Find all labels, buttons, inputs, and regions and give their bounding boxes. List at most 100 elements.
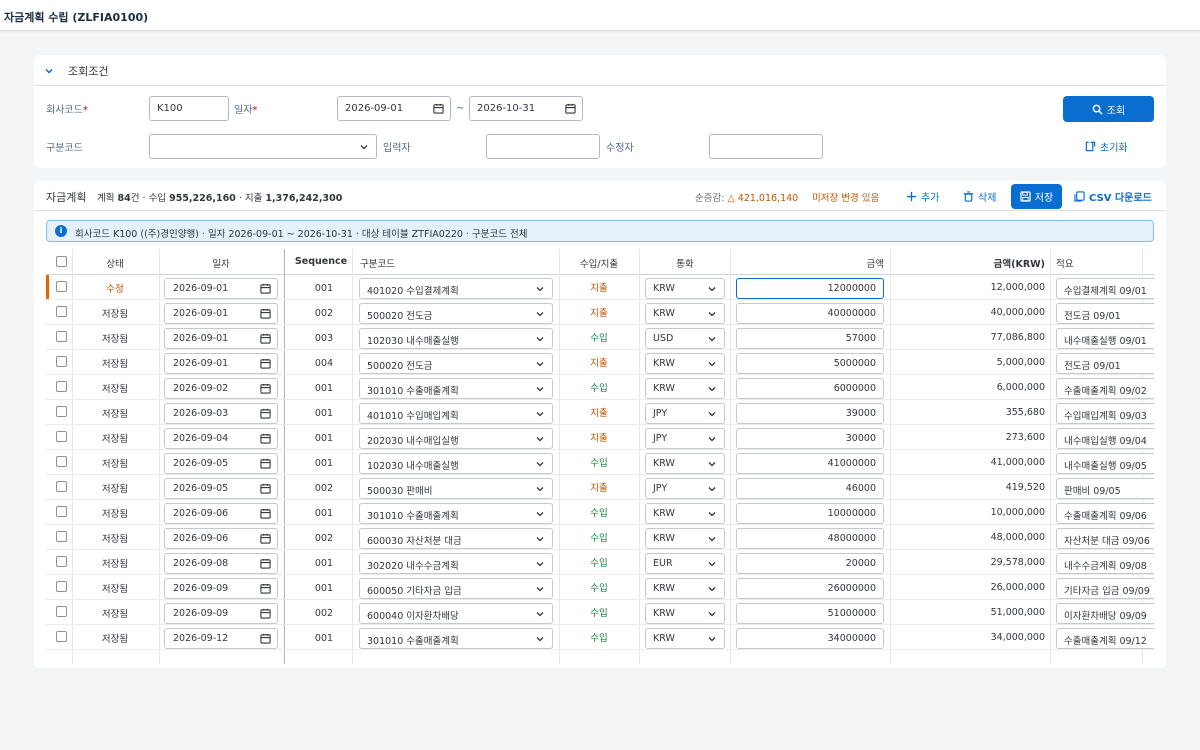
calendar-icon[interactable] xyxy=(260,433,271,444)
calendar-icon[interactable] xyxy=(260,358,271,369)
row-date-input[interactable]: 2026-09-04 xyxy=(164,428,278,449)
modifier-input[interactable] xyxy=(709,134,823,159)
row-checkbox[interactable] xyxy=(56,556,67,567)
table-row[interactable]: 저장됨 2026-09-06 002 600030 자산처분 대금 수입 KRW 48000… xyxy=(46,525,1154,550)
reset-button[interactable]: 초기화 xyxy=(1085,139,1128,154)
row-checkbox[interactable] xyxy=(56,606,67,617)
row-code-select[interactable]: 500020 전도금 xyxy=(359,303,553,324)
select-all-checkbox[interactable] xyxy=(56,256,67,267)
row-date-input[interactable]: 2026-09-01 xyxy=(164,353,278,374)
row-date-input[interactable]: 2026-09-03 xyxy=(164,403,278,424)
table-row[interactable]: 저장됨 2026-09-05 002 500030 판매비 지출 JPY 46000 419,… xyxy=(46,475,1154,500)
row-currency-select[interactable]: JPY xyxy=(645,428,725,449)
col-code-header[interactable]: 구분코드 xyxy=(360,259,395,270)
row-currency-select[interactable]: KRW xyxy=(645,603,725,624)
row-currency-select[interactable]: JPY xyxy=(645,478,725,499)
row-checkbox[interactable] xyxy=(56,406,67,417)
calendar-icon[interactable] xyxy=(260,333,271,344)
row-date-input[interactable]: 2026-09-01 xyxy=(164,328,278,349)
calendar-icon[interactable] xyxy=(260,633,271,644)
row-checkbox[interactable] xyxy=(56,381,67,392)
table-row[interactable]: 저장됨 2026-09-02 001 301010 수출매출계획 수입 KRW 600000… xyxy=(46,375,1154,400)
row-date-input[interactable]: 2026-09-12 xyxy=(164,628,278,649)
row-date-input[interactable]: 2026-09-01 xyxy=(164,278,278,299)
calendar-icon[interactable] xyxy=(260,408,271,419)
col-memo-header[interactable]: 적요 xyxy=(1056,259,1074,270)
row-date-input[interactable]: 2026-09-05 xyxy=(164,478,278,499)
row-currency-select[interactable]: KRW xyxy=(645,628,725,649)
row-currency-select[interactable]: KRW xyxy=(645,303,725,324)
row-checkbox[interactable] xyxy=(56,306,67,317)
col-direction-header[interactable]: 수입/지출 xyxy=(579,259,619,270)
category-code-select[interactable] xyxy=(149,134,377,159)
row-code-select[interactable]: 600050 기타자금 입금 xyxy=(359,578,553,599)
filter-panel-header[interactable]: 조회조건 xyxy=(34,55,1166,86)
row-date-input[interactable]: 2026-09-01 xyxy=(164,303,278,324)
row-amount-input[interactable]: 40000000 xyxy=(736,303,884,324)
row-memo-input[interactable]: 기타자금 입금 09/09 xyxy=(1056,578,1154,599)
calendar-icon[interactable] xyxy=(260,483,271,494)
row-currency-select[interactable]: EUR xyxy=(645,553,725,574)
row-amount-input[interactable]: 46000 xyxy=(736,478,884,499)
row-currency-select[interactable]: KRW xyxy=(645,353,725,374)
table-row[interactable]: 저장됨 2026-09-03 001 401010 수입매입계획 지출 JPY 39000 3… xyxy=(46,400,1154,425)
row-date-input[interactable]: 2026-09-08 xyxy=(164,553,278,574)
date-from-input[interactable]: 2026-09-01 xyxy=(337,96,451,121)
row-memo-input[interactable]: 내수매출실행 09/01 xyxy=(1056,328,1154,349)
row-memo-input[interactable]: 수출매출계획 09/12 xyxy=(1056,628,1154,649)
row-currency-select[interactable]: KRW xyxy=(645,378,725,399)
chevron-down-icon[interactable] xyxy=(44,66,54,76)
table-row[interactable]: 저장됨 2026-09-09 001 600050 기타자금 입금 수입 KRW 26000… xyxy=(46,575,1154,600)
calendar-icon[interactable] xyxy=(260,558,271,569)
col-amount-header[interactable]: 금액 xyxy=(866,259,884,270)
row-checkbox[interactable] xyxy=(56,331,67,342)
row-memo-input[interactable]: 수출매출계획 09/06 xyxy=(1056,503,1154,524)
calendar-icon[interactable] xyxy=(260,533,271,544)
row-currency-select[interactable]: KRW xyxy=(645,453,725,474)
row-amount-input[interactable]: 5000000 xyxy=(736,353,884,374)
calendar-icon[interactable] xyxy=(260,608,271,619)
row-code-select[interactable]: 500020 전도금 xyxy=(359,353,553,374)
row-checkbox[interactable] xyxy=(56,456,67,467)
delete-button[interactable]: 삭제 xyxy=(963,184,996,208)
row-code-select[interactable]: 302020 내수수금계획 xyxy=(359,553,553,574)
table-row[interactable]: 저장됨 2026-09-09 002 600040 이자환차배당 수입 KRW 510000… xyxy=(46,600,1154,625)
row-date-input[interactable]: 2026-09-05 xyxy=(164,453,278,474)
calendar-icon[interactable] xyxy=(565,103,576,114)
row-amount-input[interactable]: 20000 xyxy=(736,553,884,574)
col-currency-header[interactable]: 통화 xyxy=(676,259,694,270)
row-amount-input[interactable]: 26000000 xyxy=(736,578,884,599)
row-memo-input[interactable]: 판매비 09/05 xyxy=(1056,478,1154,499)
add-button[interactable]: 추가 xyxy=(906,184,939,208)
col-sequence-header[interactable]: Sequence xyxy=(294,256,348,267)
row-amount-input[interactable]: 12000000 xyxy=(736,278,884,299)
row-checkbox[interactable] xyxy=(56,481,67,492)
date-to-input[interactable]: 2026-10-31 xyxy=(469,96,583,121)
calendar-icon[interactable] xyxy=(260,508,271,519)
row-code-select[interactable]: 401010 수입매입계획 xyxy=(359,403,553,424)
row-code-select[interactable]: 301010 수출매출계획 xyxy=(359,628,553,649)
row-amount-input[interactable]: 30000 xyxy=(736,428,884,449)
row-memo-input[interactable]: 내수매출실행 09/05 xyxy=(1056,453,1154,474)
calendar-icon[interactable] xyxy=(260,583,271,594)
row-amount-input[interactable]: 57000 xyxy=(736,328,884,349)
calendar-icon[interactable] xyxy=(260,308,271,319)
row-amount-input[interactable]: 6000000 xyxy=(736,378,884,399)
creator-input[interactable] xyxy=(486,134,600,159)
row-code-select[interactable]: 600030 자산처분 대금 xyxy=(359,528,553,549)
table-row[interactable]: 저장됨 2026-09-01 002 500020 전도금 지출 KRW 40000000 4… xyxy=(46,300,1154,325)
search-button[interactable]: 조회 xyxy=(1063,96,1154,122)
row-memo-input[interactable]: 수입결제계획 09/01 xyxy=(1056,278,1154,299)
row-checkbox[interactable] xyxy=(56,531,67,542)
row-code-select[interactable]: 102030 내수매출실행 xyxy=(359,328,553,349)
csv-download-button[interactable]: CSV 다운로드 xyxy=(1074,184,1152,208)
row-memo-input[interactable]: 내수수금계획 09/08 xyxy=(1056,553,1154,574)
row-date-input[interactable]: 2026-09-09 xyxy=(164,578,278,599)
row-code-select[interactable]: 600040 이자환차배당 xyxy=(359,603,553,624)
row-code-select[interactable]: 500030 판매비 xyxy=(359,478,553,499)
table-row[interactable]: 저장됨 2026-09-12 001 301010 수출매출계획 수입 KRW 340000… xyxy=(46,625,1154,650)
calendar-icon[interactable] xyxy=(433,103,444,114)
col-amount-krw-header[interactable]: 금액(KRW) xyxy=(993,259,1045,270)
row-amount-input[interactable]: 51000000 xyxy=(736,603,884,624)
row-amount-input[interactable]: 10000000 xyxy=(736,503,884,524)
